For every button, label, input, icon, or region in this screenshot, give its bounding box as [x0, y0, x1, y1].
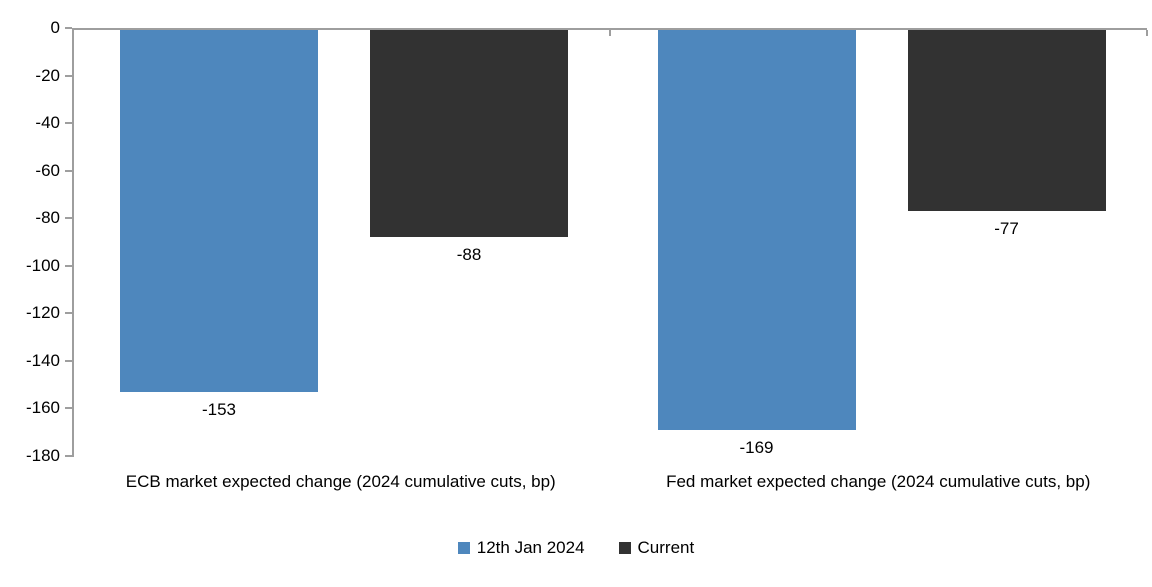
legend-label: Current [637, 538, 695, 557]
y-axis-tick-label: -60 [35, 160, 60, 180]
y-axis-tick [65, 122, 72, 125]
y-axis-tick [65, 27, 72, 29]
y-axis-tick-label: -100 [25, 255, 60, 275]
y-axis-tick-label: -140 [25, 350, 60, 370]
y-axis-tick [65, 407, 72, 410]
y-axis-tick [65, 169, 72, 172]
y-axis-tick-label: -40 [35, 113, 60, 133]
y-axis-tick [65, 312, 72, 315]
bar-12th-jan-2024 [120, 30, 318, 392]
category-boundary-tick [608, 30, 611, 36]
y-axis-tick [65, 217, 72, 220]
bar-value-label: -77 [994, 219, 1019, 239]
legend-item: 12th Jan 2024 [457, 538, 585, 558]
bar-current [907, 30, 1106, 212]
category-label: Fed market expected change (2024 cumulat… [666, 472, 1091, 491]
y-axis-tick-label: -180 [25, 446, 60, 465]
y-axis-tick-label: -160 [25, 398, 60, 418]
y-axis-tick [65, 455, 72, 457]
legend-item: Current [618, 538, 695, 558]
legend-swatch-icon [618, 542, 631, 554]
y-axis-tick [65, 264, 72, 267]
y-axis-tick [65, 359, 72, 362]
y-axis-line [72, 28, 74, 457]
x-axis-line [72, 28, 1147, 30]
bar-current [370, 30, 568, 238]
y-axis-tick-label: -80 [35, 208, 60, 228]
bar-value-label: -153 [201, 399, 237, 419]
bar-value-label: -88 [456, 245, 482, 265]
bar-value-label: -169 [739, 437, 774, 457]
bar-12th-jan-2024 [657, 30, 856, 430]
legend-swatch-icon [457, 542, 470, 554]
legend-label: 12th Jan 2024 [476, 538, 585, 557]
category-label: ECB market expected change (2024 cumulat… [125, 472, 556, 491]
category-boundary-tick [1146, 30, 1148, 36]
legend: 12th Jan 2024 Current [0, 538, 1152, 558]
y-axis-tick [65, 74, 72, 77]
y-axis-tick-label: 0 [50, 18, 60, 37]
y-axis-tick-label: -20 [35, 65, 60, 85]
y-axis-tick-label: -120 [25, 303, 60, 323]
